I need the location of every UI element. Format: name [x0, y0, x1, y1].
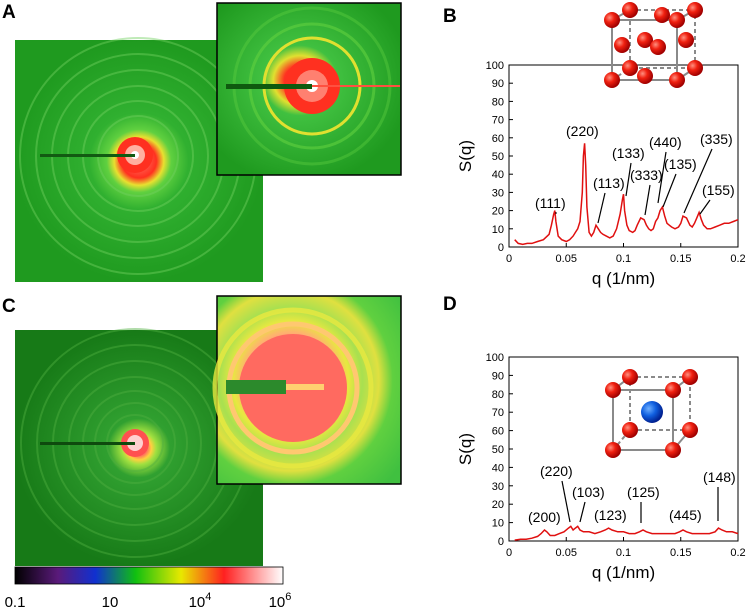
y-tick-label: 100 — [486, 60, 504, 72]
chart-d-ticks: 0 10 20 30 40 50 60 70 80 90 100 0 0.05 0.1 0.15 0.2 — [486, 352, 746, 559]
panel-label-b: B — [443, 6, 457, 27]
panel-c-beamstop — [40, 442, 135, 445]
chart-d-annotation: (220) — [540, 463, 573, 479]
y-tick-label: 90 — [492, 78, 504, 90]
fcc-atoms — [604, 2, 703, 88]
panel-c-inset-beamstop — [226, 380, 286, 394]
colorbar: 0.1 10 104 106 — [5, 566, 292, 608]
chart-d: 0 10 20 30 40 50 60 70 80 90 100 0 0.05 0.1 0.15 0.2 q … — [456, 352, 746, 582]
chart-b-xlabel: q (1/nm) — [592, 269, 655, 288]
panel-label-c: C — [2, 296, 16, 317]
colorbar-tick-1: 10 — [102, 594, 119, 608]
y-tick-label: 90 — [492, 370, 504, 382]
series-line — [514, 525, 739, 541]
y-tick-label: 80 — [492, 389, 504, 401]
chart-b-annotation: (220) — [566, 123, 599, 139]
y-tick-label: 0 — [498, 536, 504, 548]
chart-d-xlabel: q (1/nm) — [592, 563, 655, 582]
y-tick-label: 70 — [492, 115, 504, 127]
chart-b-ylabel: S(q) — [456, 140, 475, 172]
chart-d-annotation: (103) — [572, 484, 605, 500]
chart-b-annotation: (440) — [649, 134, 682, 150]
chart-d-annotations: (200) (220) (103) (123) (125) (445) (148… — [528, 463, 736, 525]
y-tick-label: 50 — [492, 151, 504, 163]
chart-b-annotation: (111) — [535, 195, 566, 211]
x-tick-label: 0.05 — [556, 547, 577, 559]
y-tick-label: 0 — [498, 242, 504, 254]
chart-d-annotation: (125) — [627, 484, 660, 500]
panel-c-inset — [212, 295, 402, 485]
x-tick-label: 0.1 — [616, 253, 631, 265]
body-center-atom — [641, 401, 663, 423]
x-tick-label: 0.15 — [670, 547, 691, 559]
panel-a-inset — [216, 2, 402, 176]
chart-d-ylabel: S(q) — [456, 433, 475, 465]
chart-b-annotations: (111) (220) (113) (133) (333) (440) (135… — [535, 123, 735, 224]
chart-b-series — [514, 143, 739, 246]
y-tick-label: 40 — [492, 169, 504, 181]
unit-cell-atoms — [605, 369, 698, 458]
y-tick-label: 80 — [492, 96, 504, 108]
chart-d-annotation: (200) — [528, 509, 561, 525]
panel-label-d: D — [443, 294, 457, 315]
chart-d-annotation: (445) — [669, 507, 702, 523]
chart-b: 0 10 20 30 40 50 60 70 80 90 100 0 0.05 0.1 0.15 0.2 q … — [456, 2, 746, 288]
x-tick-label: 0.2 — [730, 547, 745, 559]
y-tick-label: 20 — [492, 206, 504, 218]
chart-d-series — [514, 525, 739, 541]
chart-b-annotation: (333) — [630, 167, 663, 183]
x-tick-label: 0.1 — [616, 547, 631, 559]
series-line — [514, 143, 739, 246]
x-tick-label: 0.2 — [730, 253, 745, 265]
y-tick-label: 60 — [492, 133, 504, 145]
colorbar-gradient — [14, 566, 284, 585]
x-tick-label: 0.05 — [556, 253, 577, 265]
colorbar-tick-2: 104 — [189, 591, 212, 608]
y-tick-label: 10 — [492, 224, 504, 236]
y-tick-label: 20 — [492, 499, 504, 511]
chart-b-annotation: (133) — [612, 145, 645, 161]
y-tick-label: 40 — [492, 462, 504, 474]
y-tick-label: 100 — [486, 352, 504, 364]
x-tick-label: 0 — [506, 547, 512, 559]
y-tick-label: 60 — [492, 426, 504, 438]
x-tick-label: 0.15 — [670, 253, 691, 265]
y-tick-label: 30 — [492, 481, 504, 493]
chart-b-ticks: 0 10 20 30 40 50 60 70 80 90 100 0 0.05 0.1 0.15 0.2 — [486, 60, 746, 265]
colorbar-tick-0: 0.1 — [5, 594, 26, 608]
chart-d-annotation: (123) — [594, 507, 627, 523]
chart-b-annotation: (135) — [664, 156, 697, 172]
y-tick-label: 70 — [492, 407, 504, 419]
y-tick-label: 10 — [492, 518, 504, 530]
chart-d-annotation: (148) — [703, 469, 736, 485]
colorbar-tick-3: 106 — [269, 591, 292, 608]
panel-a-beamstop — [40, 154, 135, 157]
chart-b-annotation: (335) — [700, 131, 733, 147]
chart-b-annotation: (155) — [702, 182, 735, 198]
chart-b-annotation: (113) — [593, 175, 625, 191]
y-tick-label: 30 — [492, 187, 504, 199]
panel-label-a: A — [2, 2, 16, 23]
x-tick-label: 0 — [506, 253, 512, 265]
panel-a-inset-beamstop — [226, 84, 312, 89]
y-tick-label: 50 — [492, 444, 504, 456]
